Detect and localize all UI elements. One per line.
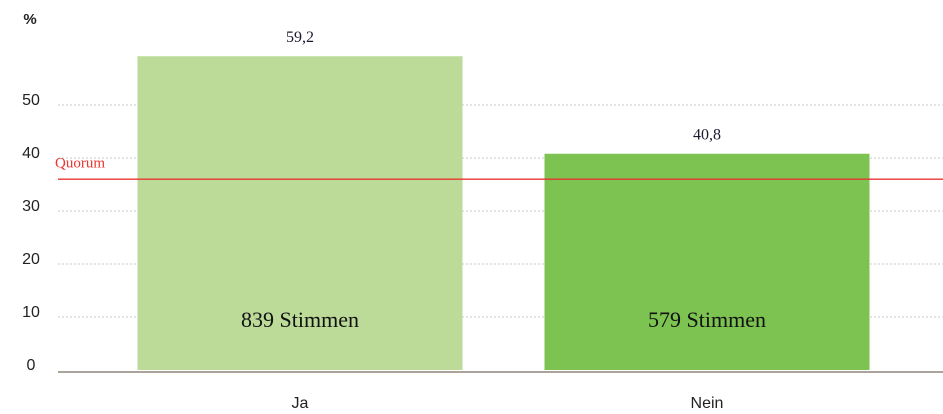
x-tick-label: Ja: [292, 395, 309, 412]
y-unit-label: %: [23, 11, 36, 28]
y-tick-label: 50: [22, 92, 40, 109]
bar: [137, 56, 463, 371]
bar-label: 579 Stimmen: [648, 307, 766, 332]
y-tick-label: 0: [27, 357, 36, 374]
value-label: 40,8: [693, 126, 721, 143]
y-tick-label: 30: [22, 198, 40, 215]
y-tick-label: 20: [22, 251, 40, 268]
y-tick-label: 10: [22, 304, 40, 321]
quorum-label: Quorum: [55, 156, 105, 172]
bar: [544, 153, 870, 370]
x-tick-label: Nein: [691, 395, 724, 412]
y-tick-label: 40: [22, 145, 40, 162]
value-label: 59,2: [286, 29, 314, 46]
bar-label: 839 Stimmen: [241, 307, 359, 332]
